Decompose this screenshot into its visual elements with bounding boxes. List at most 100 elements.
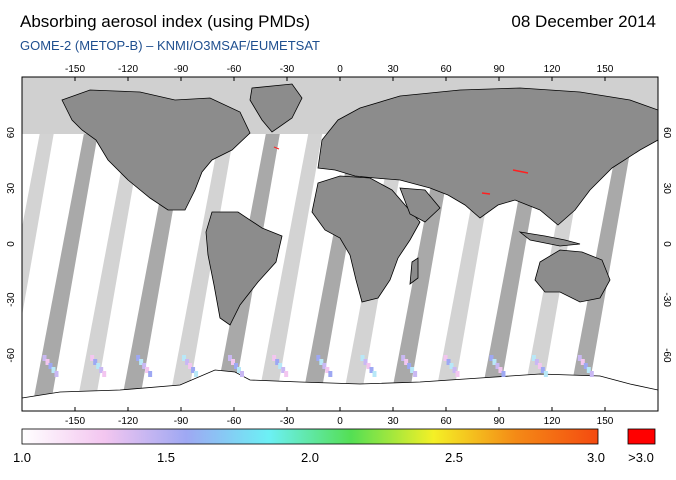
aerosol-pixel — [188, 363, 193, 369]
lon-tick-label-bottom: 150 — [597, 416, 614, 427]
aerosol-hotspots — [273, 146, 529, 195]
aerosol-pixel — [93, 359, 98, 365]
greenland — [249, 83, 303, 133]
lon-tick-label-top: -90 — [174, 64, 189, 75]
aerosol-pixel — [372, 371, 377, 377]
aerosol-pixel — [54, 371, 59, 377]
aerosol-pixel — [275, 359, 280, 365]
lon-tick-label-top: 90 — [493, 64, 505, 75]
colorbar-label-1: 1.0 — [13, 450, 31, 465]
aerosol-pixel — [42, 355, 47, 361]
lon-tick-label-bottom: 120 — [544, 416, 561, 427]
aerosol-pixel — [237, 367, 241, 373]
lon-tick-label-top: 0 — [337, 64, 343, 75]
aerosol-pixel — [580, 359, 585, 365]
colorbar-label-4: 2.5 — [445, 450, 463, 465]
aerosol-pixel — [369, 367, 374, 373]
aerosol-pixel — [498, 367, 503, 373]
antarctica — [22, 369, 658, 411]
aerosol-pixel — [278, 363, 283, 369]
aerosol-pixel — [90, 355, 95, 361]
lon-tick-label-bottom: 90 — [493, 416, 505, 427]
lon-tick-label-top: 30 — [387, 64, 399, 75]
colorbar-gradient — [21, 428, 599, 445]
aerosol-pixel — [272, 355, 277, 361]
aerosol-pixel — [410, 367, 415, 373]
aerosol-pixel — [531, 355, 536, 361]
aerosol-pixel — [234, 363, 238, 369]
aerosol-pixel — [492, 359, 497, 365]
lon-tick-label-top: -150 — [65, 64, 85, 75]
aerosol-pixel — [319, 359, 324, 365]
orbit-gap-band — [78, 134, 142, 398]
aerosol-pixel — [443, 355, 448, 361]
aerosol-pixel — [228, 355, 232, 361]
aerosol-pixel — [449, 363, 454, 369]
aerosol-pixel — [540, 367, 545, 373]
aerosol-pixel — [401, 355, 406, 361]
lat-tick-label-left: 60 — [6, 127, 17, 139]
aerosol-pixel — [51, 367, 56, 373]
aerosol-pixel — [455, 371, 460, 377]
aerosol-pixel — [407, 363, 412, 369]
aerosol-pixel — [45, 359, 50, 365]
lon-tick-label-bottom: -60 — [227, 416, 242, 427]
aerosol-pixel — [589, 371, 594, 377]
lon-tick-label-bottom: -150 — [65, 416, 85, 427]
aerosol-pixel — [586, 367, 591, 373]
orbit-gap-band — [33, 134, 98, 398]
lon-tick-label-top: 120 — [544, 64, 561, 75]
lat-tick-label-left: -30 — [6, 292, 17, 307]
aerosol-pixel — [446, 359, 451, 365]
orbit-gap-band — [22, 134, 54, 316]
aerosol-pixel — [363, 359, 368, 365]
lat-tick-label-right: 60 — [661, 127, 672, 139]
lon-tick-label-bottom: -90 — [174, 416, 189, 427]
africa — [311, 175, 421, 303]
lat-tick-label-right: 0 — [661, 241, 672, 247]
aerosol-pixel — [48, 363, 53, 369]
map-date: 08 December 2014 — [511, 12, 656, 31]
indonesia — [518, 231, 581, 247]
lat-tick-label-right: -30 — [661, 292, 672, 307]
aerosol-pixel — [404, 359, 409, 365]
lon-tick-label-bottom: 60 — [440, 416, 452, 427]
aerosol-pixel — [148, 371, 153, 377]
aerosol-pixel — [360, 355, 365, 361]
lon-tick-label-top: -120 — [118, 64, 138, 75]
aerosol-pixel — [231, 359, 235, 365]
map-subtitle: GOME-2 (METOP-B) – KNMI/O3MSAF/EUMETSAT — [20, 38, 320, 53]
orbit-gap-band — [258, 134, 323, 398]
lat-tick-label-right: -60 — [661, 348, 672, 363]
aerosol-pixel — [145, 367, 150, 373]
aerosol-pixel — [240, 371, 244, 377]
south-america — [205, 211, 283, 326]
lon-tick-label-bottom: 30 — [387, 416, 399, 427]
lon-tick-label-top: 150 — [597, 64, 614, 75]
arabia — [399, 187, 441, 223]
aerosol-pixel — [328, 371, 333, 377]
aerosol-pixel — [194, 371, 199, 377]
aerosol-pixel — [139, 359, 144, 365]
aerosol-pixel — [537, 363, 542, 369]
aerosol-pixel — [322, 363, 327, 369]
eurasia — [317, 87, 658, 226]
land-outlines — [22, 83, 658, 411]
aerosol-pixel — [316, 355, 321, 361]
lon-tick-label-top: -30 — [280, 64, 295, 75]
madagascar — [409, 257, 419, 285]
aerosol-pixels — [42, 355, 594, 377]
aerosol-pixel — [96, 363, 101, 369]
aerosol-pixel — [325, 367, 330, 373]
lon-tick-label-top: 60 — [440, 64, 452, 75]
colorbar-over-label: >3.0 — [628, 450, 654, 465]
aerosol-pixel — [99, 367, 104, 373]
lat-tick-label-left: 0 — [6, 241, 17, 247]
axis-ticks: -150 -150 -120 -120 -90 -90 -60 -60 -30 -30 0 0 30 30… — [6, 64, 672, 427]
aerosol-pixel — [534, 359, 539, 365]
aerosol-pixel — [136, 355, 141, 361]
aerosol-pixel — [182, 355, 187, 361]
colorbar-over-box — [627, 428, 656, 445]
aerosol-pixel — [413, 371, 418, 377]
